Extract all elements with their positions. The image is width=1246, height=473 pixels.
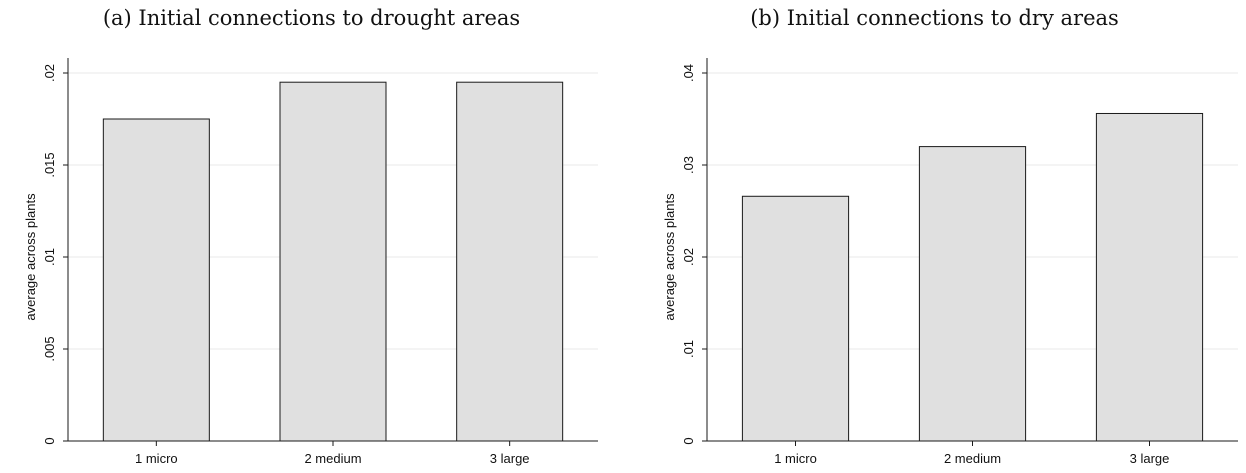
bar [1095, 112, 1204, 442]
y-tick-label: 0 [681, 437, 696, 444]
bar [918, 146, 1027, 442]
y-tick-label: .01 [681, 340, 696, 358]
y-tick-label: 0 [42, 437, 57, 444]
x-tick-label: 2 medium [944, 451, 1001, 466]
chart-panel-a: (a) Initial connections to drought areas… [23, 6, 598, 466]
bar-chart: 1 micro 2 medium 3 large 0 .005 .01 .015 .02 ave… [23, 58, 598, 466]
y-axis-label: average across plants [662, 193, 677, 321]
x-tick-label: 1 micro [135, 451, 178, 466]
chart-title: (b) Initial connections to dry areas [750, 6, 1119, 30]
x-tick-label: 2 medium [304, 451, 361, 466]
bar [741, 195, 850, 442]
y-tick-label: .02 [42, 64, 57, 82]
y-axis-label: average across plants [23, 193, 38, 321]
y-tick-label: .04 [681, 64, 696, 82]
chart-panel-b: (b) Initial connections to dry areas 1 m… [623, 0, 1246, 473]
bar [456, 81, 564, 442]
y-tick-label: .005 [42, 336, 57, 361]
x-tick-label: 3 large [1130, 451, 1170, 466]
y-tick-label: .01 [42, 248, 57, 266]
chart-title: (a) Initial connections to drought areas [102, 6, 521, 30]
y-tick-label: .03 [681, 156, 696, 174]
bar-chart: 1 micro 2 medium 3 large 0 .01 .02 .03 .04 avera… [662, 58, 1238, 466]
bar [279, 81, 387, 442]
y-tick-label: .02 [681, 248, 696, 266]
y-tick-label: .015 [42, 152, 57, 177]
x-tick-label: 1 micro [774, 451, 817, 466]
x-tick-label: 3 large [490, 451, 530, 466]
bar [102, 118, 210, 442]
